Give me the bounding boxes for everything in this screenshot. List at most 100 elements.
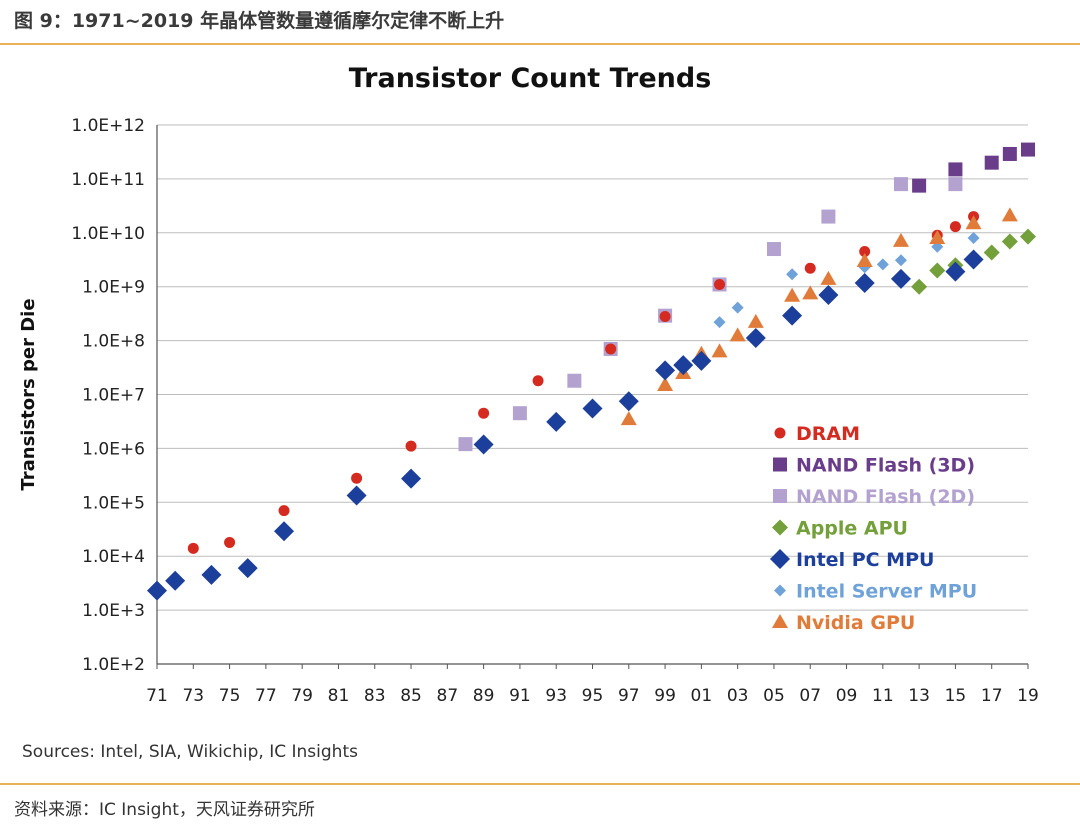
x-tick-label: 85 — [400, 686, 422, 706]
x-tick-label: 19 — [1017, 686, 1039, 706]
footer-rule — [0, 783, 1080, 785]
intel-pc-mpu-point — [237, 558, 258, 579]
dram-point — [859, 245, 871, 257]
header-rule — [0, 43, 1080, 45]
x-tick-label: 77 — [255, 686, 277, 706]
dram-legend-marker — [774, 427, 786, 439]
intel-pc-mpu-point — [655, 360, 676, 381]
transistor-chart: Transistor Count Trends 1.0E+2 1.0E+3 1.0E+… — [18, 63, 1039, 706]
intel-pc-mpu-point — [818, 285, 839, 306]
y-tick-label: 1.0E+4 — [82, 547, 145, 567]
intel-pc-mpu-point — [782, 305, 803, 326]
nvidia-gpu-point — [711, 343, 728, 358]
nvidia-gpu-point — [965, 215, 982, 230]
dram-point — [949, 221, 961, 233]
nvidia-gpu-point — [657, 377, 674, 392]
intel-server-mpu-legend-marker — [774, 584, 786, 597]
nand-flash-2d-legend-marker — [773, 489, 787, 503]
intel-pc-mpu-point — [673, 355, 694, 376]
nvidia-gpu-point — [747, 313, 764, 328]
intel-server-mpu-point — [876, 258, 889, 271]
x-tick-label: 97 — [618, 686, 640, 706]
apple-apu-point — [1001, 233, 1018, 250]
x-tick-label: 83 — [364, 686, 386, 706]
intel-server-mpu-point — [786, 268, 799, 281]
dram-point — [187, 542, 199, 554]
y-tick-label: 1.0E+2 — [82, 655, 145, 675]
intel-server-mpu-point — [894, 254, 907, 267]
x-tick-label: 75 — [219, 686, 241, 706]
legend-label: Nvidia GPU — [796, 612, 915, 634]
intel-pc-mpu-point — [854, 273, 875, 294]
x-tick-label: 07 — [799, 686, 821, 706]
nand-flash-3d-point — [948, 162, 963, 177]
dram-point — [351, 472, 363, 484]
intel-pc-mpu-point — [546, 411, 567, 432]
dram-point — [804, 262, 816, 274]
nand-flash-3d-point — [912, 178, 927, 193]
nvidia-gpu-point — [784, 287, 801, 302]
apple-apu-point — [983, 244, 1000, 261]
intel-pc-mpu-point — [147, 580, 167, 601]
intel-pc-mpu-point — [691, 350, 712, 371]
intel-pc-mpu-point — [274, 521, 295, 542]
x-tick-label: 15 — [945, 686, 967, 706]
legend-label: Intel Server MPU — [796, 581, 977, 603]
dram-point — [405, 440, 417, 452]
intel-pc-mpu-point — [618, 391, 639, 412]
nand-flash-2d-point — [821, 209, 836, 224]
intel-pc-mpu-point — [473, 434, 494, 455]
y-tick-label: 1.0E+8 — [82, 332, 145, 352]
x-tick-label: 89 — [473, 686, 495, 706]
x-tick-label: 09 — [836, 686, 858, 706]
legend-label: Intel PC MPU — [796, 549, 934, 571]
x-tick-label: 87 — [437, 686, 459, 706]
chart-title: Transistor Count Trends — [349, 63, 712, 94]
nvidia-gpu-point — [802, 285, 819, 300]
figure-footer: 资料来源：IC Insight，天风证券研究所 — [14, 800, 315, 820]
legend-label: Apple APU — [796, 518, 908, 540]
y-tick-label: 1.0E+6 — [82, 439, 145, 459]
x-tick-label: 11 — [872, 686, 894, 706]
y-tick-label: 1.0E+7 — [82, 386, 145, 406]
x-tick-label: 99 — [654, 686, 676, 706]
intel-pc-mpu-point — [401, 468, 422, 489]
intel-server-mpu-point — [731, 301, 744, 314]
legend-label: DRAM — [796, 423, 860, 445]
legend-label: NAND Flash (2D) — [796, 486, 975, 508]
dram-point — [714, 278, 726, 290]
apple-apu-point — [911, 278, 928, 295]
y-tick-label: 1.0E+12 — [71, 116, 145, 136]
y-tick-label: 1.0E+5 — [82, 493, 145, 513]
dram-point — [478, 407, 490, 419]
x-tick-label: 01 — [691, 686, 713, 706]
apple-apu-point — [929, 262, 946, 279]
intel-pc-mpu-point — [945, 261, 966, 282]
dram-point — [532, 375, 544, 387]
x-tick-label: 73 — [182, 686, 204, 706]
x-tick-label: 03 — [727, 686, 749, 706]
nvidia-gpu-legend-marker — [772, 614, 788, 628]
x-tick-label: 17 — [981, 686, 1003, 706]
legend-label: NAND Flash (3D) — [796, 455, 975, 477]
figure-header: 图 9：1971~2019 年晶体管数量遵循摩尔定律不断上升 — [14, 10, 505, 32]
y-tick-label: 1.0E+10 — [71, 224, 145, 244]
intel-pc-mpu-point — [963, 249, 984, 270]
sources-note: Sources: Intel, SIA, Wikichip, IC Insigh… — [22, 742, 358, 762]
nvidia-gpu-point — [820, 270, 837, 285]
nvidia-gpu-point — [1001, 207, 1018, 222]
x-tick-label: 13 — [908, 686, 930, 706]
nand-flash-2d-point — [567, 373, 582, 388]
x-tick-label: 81 — [328, 686, 350, 706]
nvidia-gpu-point — [620, 411, 637, 426]
intel-pc-mpu-point — [346, 485, 367, 506]
nand-flash-2d-point — [893, 177, 908, 192]
nand-flash-2d-point — [512, 406, 527, 421]
dram-point — [659, 310, 671, 322]
nand-flash-2d-point — [766, 242, 781, 257]
intel-server-mpu-point — [967, 232, 980, 245]
x-tick-label: 95 — [582, 686, 604, 706]
intel-pc-mpu-point — [582, 398, 603, 419]
y-tick-label: 1.0E+9 — [82, 278, 145, 298]
y-axis-label: Transistors per Die — [18, 298, 39, 490]
